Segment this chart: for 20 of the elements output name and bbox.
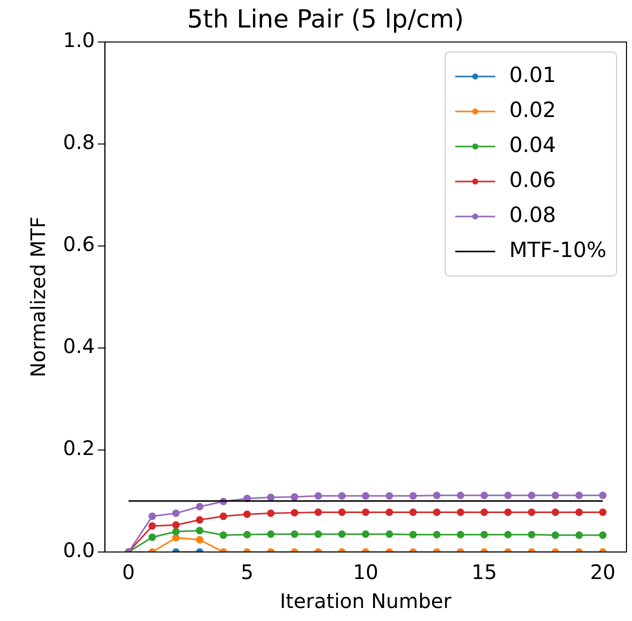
legend-label: 0.04 <box>509 132 556 157</box>
legend-label: 0.01 <box>509 62 556 87</box>
x-tick-label: 20 <box>590 560 616 584</box>
y-tick-label: 0.4 <box>62 334 95 358</box>
x-tick-label: 10 <box>352 560 378 584</box>
legend-label: 0.08 <box>509 202 556 227</box>
x-tick-label: 15 <box>471 560 497 584</box>
x-tick-label: 5 <box>240 560 254 584</box>
legend-label: MTF-10% <box>509 238 606 262</box>
y-tick-label: 1.0 <box>62 28 95 52</box>
y-axis-title: Normalized MTF <box>26 216 50 378</box>
y-tick-label: 0.2 <box>62 436 95 460</box>
x-tick-label: 0 <box>122 560 135 584</box>
legend-label: 0.02 <box>509 98 556 122</box>
legend-label: 0.06 <box>509 168 556 192</box>
y-tick-label: 0.8 <box>62 130 95 154</box>
chart-title: 5th Line Pair (5 lp/cm) <box>187 4 464 34</box>
y-tick-label: 0.0 <box>62 538 95 562</box>
y-tick-label: 0.6 <box>62 232 95 256</box>
x-axis-title: Iteration Number <box>280 589 452 614</box>
